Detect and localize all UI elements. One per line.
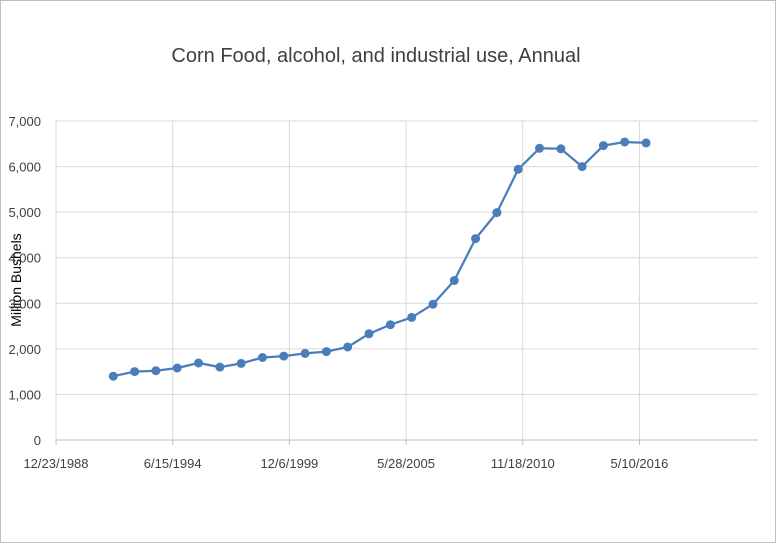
data-point <box>620 137 630 147</box>
data-point <box>449 276 459 285</box>
y-tick-label: 6,000 <box>8 160 41 175</box>
data-point <box>641 138 651 148</box>
data-point <box>130 367 140 377</box>
data-point <box>407 312 417 322</box>
x-tick-label: 5/28/2005 <box>377 456 435 471</box>
y-tick-label: 2,000 <box>8 342 41 357</box>
y-tick-label: 0 <box>34 433 41 448</box>
x-tick-label: 5/10/2016 <box>611 456 669 471</box>
data-point <box>556 144 566 154</box>
y-tick-labels: 0 1,000 2,000 3,000 4,000 5,000 6,000 7,000 <box>8 114 41 448</box>
data-point <box>300 348 310 358</box>
data-point <box>428 299 438 309</box>
y-axis-label: Million Bushels <box>8 233 24 326</box>
data-point <box>108 371 118 381</box>
data-point <box>321 347 331 357</box>
x-tick-label: 12/6/1999 <box>260 456 318 471</box>
data-point <box>194 358 203 368</box>
data-point <box>471 234 481 244</box>
gridlines <box>55 120 758 440</box>
data-point <box>215 362 225 372</box>
data-point <box>364 329 374 339</box>
x-tick-labels: 12/23/1988 6/15/1994 12/6/1999 5/28/2005 11/… <box>23 456 668 471</box>
axes <box>55 439 758 445</box>
y-tick-label: 4,000 <box>8 251 41 266</box>
data-series <box>108 137 651 381</box>
data-point <box>172 363 182 373</box>
y-tick-label: 7,000 <box>8 114 41 129</box>
data-point <box>513 164 523 174</box>
x-tick-label: 11/18/2010 <box>491 456 555 471</box>
x-tick-label: 6/15/1994 <box>144 456 202 471</box>
data-point <box>577 162 587 172</box>
data-point <box>492 208 502 218</box>
series-line <box>113 140 647 378</box>
data-point <box>598 141 608 151</box>
data-point <box>236 358 246 368</box>
x-tick-label: 12/23/1988 <box>23 456 88 471</box>
data-point <box>151 366 161 376</box>
chart-title: Corn Food, alcohol, and industrial use, … <box>171 45 580 67</box>
data-point <box>343 342 353 352</box>
data-point <box>258 353 267 362</box>
data-point <box>385 320 395 330</box>
y-tick-label: 1,000 <box>8 387 41 402</box>
data-point <box>535 143 544 153</box>
data-point <box>279 351 289 361</box>
y-tick-label: 3,000 <box>8 296 41 311</box>
y-tick-label: 5,000 <box>8 205 41 220</box>
